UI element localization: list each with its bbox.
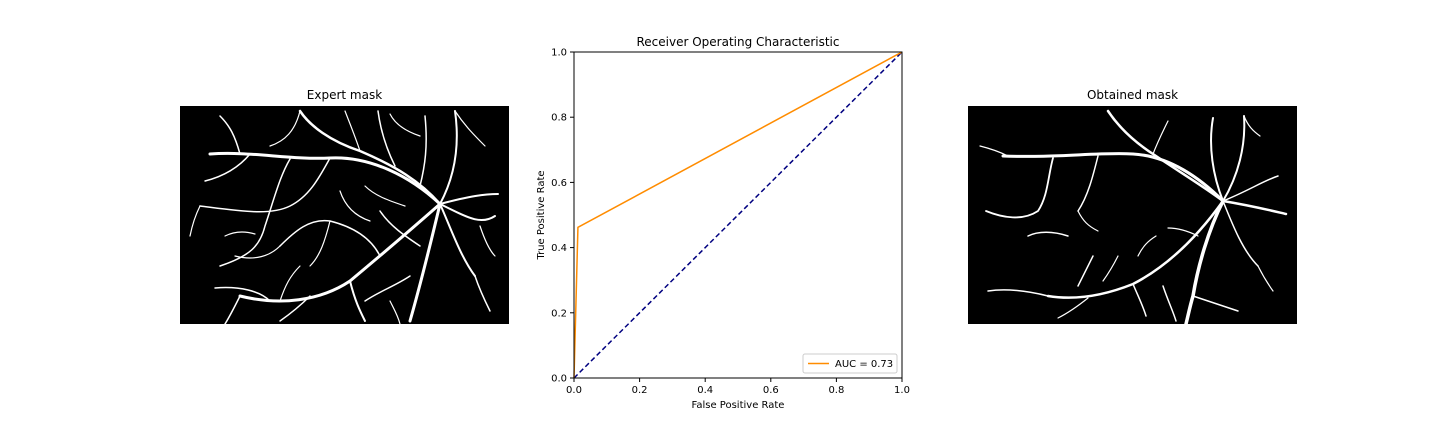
y-tick-label: 0.8 — [551, 113, 567, 124]
roc-curve — [573, 51, 903, 379]
x-tick-label: 0.4 — [697, 385, 713, 396]
obtained-mask-image — [968, 106, 1297, 324]
y-tick-label: 1.0 — [551, 48, 567, 59]
y-tick-label: 0.4 — [551, 243, 567, 254]
x-tick-label: 0.6 — [763, 385, 779, 396]
x-tick-label: 0.8 — [828, 385, 844, 396]
y-tick-label: 0.0 — [551, 374, 567, 385]
y-tick-label: 0.2 — [551, 308, 567, 319]
chance-line — [573, 51, 903, 379]
x-tick-label: 0.2 — [632, 385, 648, 396]
expert-mask-title: Expert mask — [306, 88, 383, 102]
legend: AUC = 0.73 — [802, 353, 898, 374]
legend-label-auc: AUC = 0.73 — [835, 359, 893, 370]
obtained-mask-title: Obtained mask — [1086, 88, 1179, 102]
y-tick-label: 0.6 — [551, 178, 567, 189]
chart-title: Receiver Operating Characteristic — [636, 35, 839, 49]
x-tick-label: 0.0 — [566, 385, 582, 396]
plot-area — [573, 51, 903, 379]
expert-mask-image — [180, 106, 509, 324]
y-axis-label: True Positive Rate — [536, 170, 547, 260]
plot-frame — [573, 51, 903, 379]
legend-box — [802, 353, 898, 374]
x-tick-label: 1.0 — [894, 385, 910, 396]
x-axis-label: False Positive Rate — [692, 400, 785, 411]
